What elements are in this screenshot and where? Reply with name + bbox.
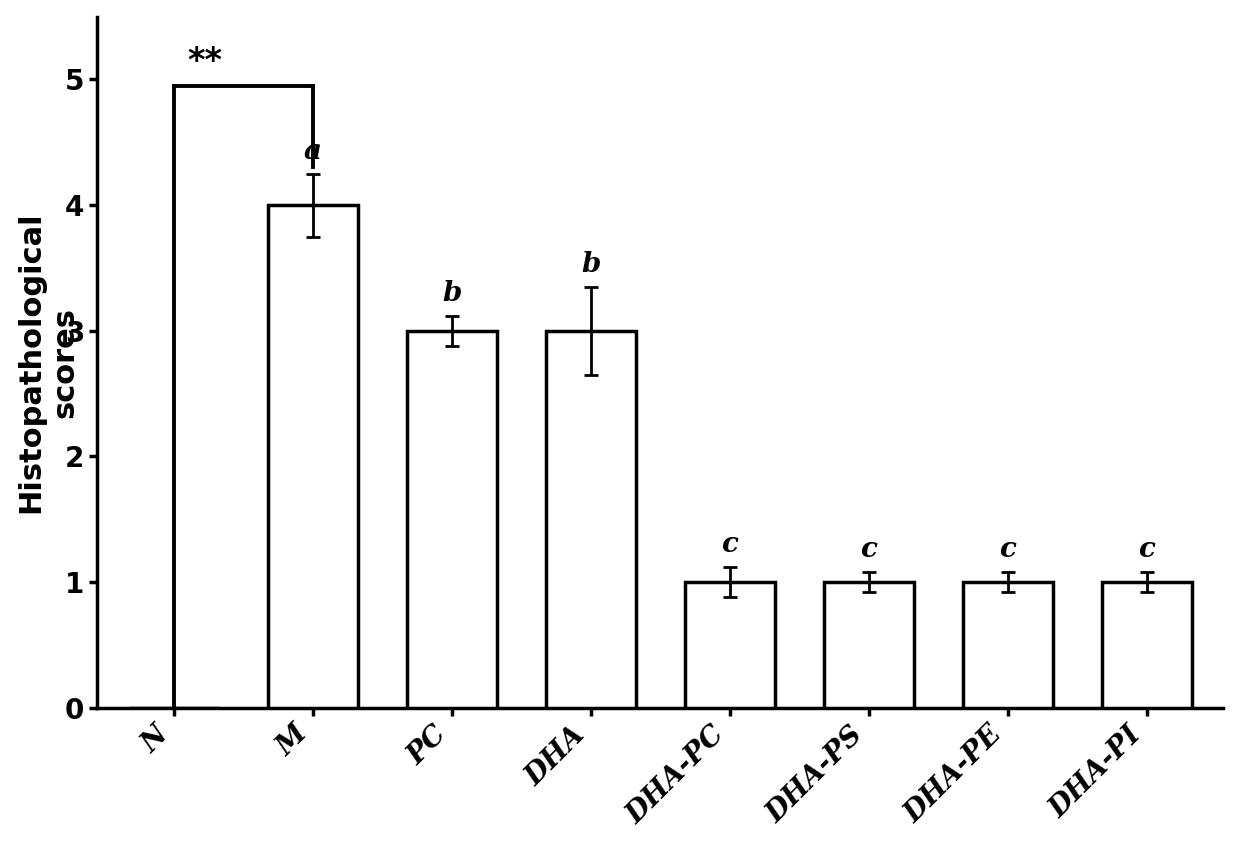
- Text: c: c: [999, 536, 1017, 563]
- Bar: [823, 582, 914, 708]
- Text: **: **: [187, 45, 223, 78]
- Y-axis label: Histopathological
scores: Histopathological scores: [16, 212, 79, 513]
- Text: c: c: [1138, 536, 1156, 563]
- Bar: [962, 582, 1053, 708]
- Bar: [1101, 582, 1192, 708]
- Bar: [546, 331, 636, 708]
- Bar: [684, 582, 775, 708]
- Text: b: b: [582, 251, 600, 278]
- Text: a: a: [304, 138, 322, 165]
- Text: c: c: [861, 536, 877, 563]
- Bar: [407, 331, 497, 708]
- Text: b: b: [443, 280, 461, 307]
- Bar: [268, 205, 358, 708]
- Text: c: c: [722, 531, 738, 558]
